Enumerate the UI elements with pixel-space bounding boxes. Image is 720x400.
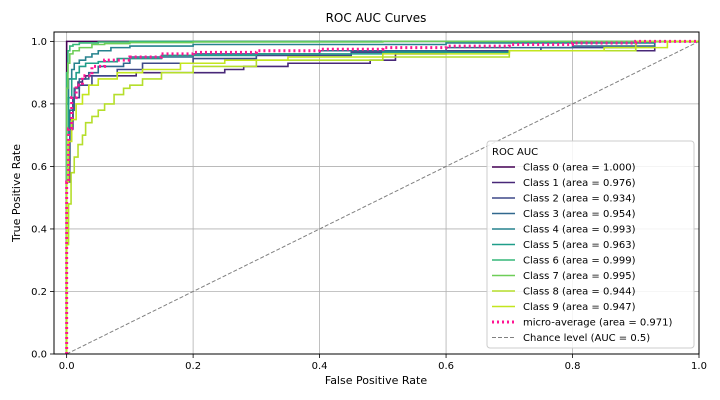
legend-entry-11: Chance level (AUC = 0.5) [523,333,650,344]
legend-entry-8: Class 8 (area = 0.944) [523,287,636,298]
series-line-11 [66,40,699,354]
x-tick-label: 0.2 [185,361,201,372]
x-tick-label: 0.0 [59,361,75,372]
y-axis-label: True Positive Rate [10,144,23,243]
series-line-10 [65,39,699,354]
axis-ticks: 0.0 0.2 0.4 0.6 0.8 1.0 0.0 0.2 0.4 0.6 0.8 1.0 [31,37,707,372]
legend: ROC AUC Class 0 (area = 1.000) Class 1 (a… [486,140,695,349]
y-tick-label: 0.0 [31,350,47,361]
x-tick-label: 1.0 [691,361,707,372]
legend-entry-9: Class 9 (area = 0.947) [523,302,636,313]
series-line-9 [65,40,699,354]
series-line-7 [65,40,699,354]
x-tick-label: 0.4 [312,361,328,372]
y-tick-label: 0.6 [31,162,47,173]
series-layer [65,39,699,354]
chart-title: ROC AUC Curves [326,11,427,25]
y-tick-label: 1.0 [31,37,47,48]
legend-entry-1: Class 1 (area = 0.976) [523,178,636,189]
legend-entry-5: Class 5 (area = 0.963) [523,240,636,251]
y-tick-label: 0.8 [31,99,47,110]
legend-entry-4: Class 4 (area = 0.993) [523,225,636,236]
legend-entry-3: Class 3 (area = 0.954) [523,209,636,220]
series-line-6 [65,40,699,354]
legend-entry-0: Class 0 (area = 1.000) [523,163,636,174]
legend-title: ROC AUC [492,147,538,158]
legend-box [486,140,695,349]
x-tick-label: 0.6 [438,361,454,372]
series-line-3 [65,40,699,354]
legend-entry-6: Class 6 (area = 0.999) [523,256,636,267]
plot-frame [53,31,700,355]
legend-entry-2: Class 2 (area = 0.934) [523,194,636,205]
y-tick-label: 0.2 [31,287,47,298]
series-line-4 [65,40,699,354]
chance-layer [66,40,699,354]
x-tick-label: 0.8 [565,361,581,372]
series-line-5 [65,40,699,354]
series-line-8 [65,40,699,354]
legend-entry-10: micro-average (area = 0.971) [523,318,673,329]
legend-entry-7: Class 7 (area = 0.995) [523,271,636,282]
y-tick-label: 0.4 [31,224,47,235]
x-axis-label: False Positive Rate [325,374,427,387]
